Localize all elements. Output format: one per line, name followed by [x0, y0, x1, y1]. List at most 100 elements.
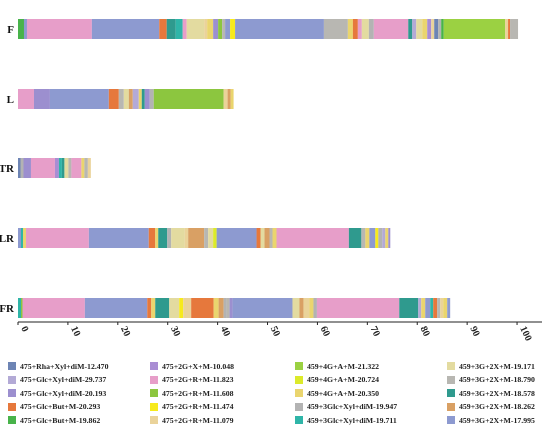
bar-segment-lr-7 [158, 228, 168, 248]
bar-segment-l-15 [230, 89, 234, 109]
bar-segment-f-0 [18, 19, 24, 39]
legend-swatch [447, 389, 455, 398]
bar-segment-l-1 [33, 89, 50, 109]
bar-segment-l-8 [138, 89, 142, 109]
bar-segment-tr-3 [30, 158, 55, 178]
bar-segment-fr-15 [229, 298, 233, 318]
legend-label: 475+Glc+But+M-19.862 [20, 415, 101, 425]
x-tick-label-0: 0 [18, 325, 30, 334]
bar-segment-fr-9 [183, 298, 192, 318]
bar-segment-fr-12 [218, 298, 224, 318]
legend-swatch [447, 362, 455, 371]
bar-segment-fr-4 [147, 298, 152, 318]
bar-segment-f-4 [159, 19, 167, 39]
bar-segment-f-22 [368, 19, 374, 39]
bar-segment-f-5 [166, 19, 176, 39]
bar-segment-fr-31 [443, 298, 448, 318]
bar-segment-fr-23 [399, 298, 419, 318]
bar-segment-f-29 [431, 19, 435, 39]
legend-swatch [150, 402, 158, 411]
bar-segment-fr-3 [84, 298, 148, 318]
bar-segment-fr-29 [437, 298, 441, 318]
x-tick-label-10: 10 [68, 325, 82, 339]
bar-segment-f-24 [408, 19, 413, 39]
bar-segment-l-10 [144, 89, 150, 109]
legend-label: 475+Glc+But+M-20.293 [20, 402, 101, 412]
bar-segment-f-35 [508, 19, 511, 39]
bar-segment-f-9 [204, 19, 208, 39]
bar-segment-f-3 [91, 19, 160, 39]
bar-segment-f-36 [510, 19, 519, 39]
legend-swatch [8, 375, 16, 384]
legend-swatch [8, 362, 16, 371]
legend-item: 475+Glc+But+M-20.293 [8, 401, 150, 414]
bar-segment-tr-10 [81, 158, 85, 178]
bar-segment-lr-10 [184, 228, 189, 248]
bar-segment-tr-5 [58, 158, 62, 178]
legend-item: 475+2G+R+M-11.823 [150, 374, 295, 387]
legend-label: 459+3Glc+Xyl+diM-19.711 [307, 415, 397, 425]
bar-segment-fr-7 [169, 298, 180, 318]
bar-segment-fr-24 [418, 298, 422, 318]
bar-segment-fr-13 [223, 298, 227, 318]
bar-segment-lr-3 [25, 228, 89, 248]
category-label-tr: TR [0, 163, 15, 175]
bar-segment-l-0 [18, 89, 34, 109]
legend-item: 475+Glc+Xyl+diM-20.193 [8, 387, 150, 400]
bar-segment-lr-14 [213, 228, 217, 248]
legend-item: 459+3G+2X+M-18.578 [447, 387, 547, 400]
bar-segment-lr-0 [18, 228, 21, 248]
bar-segment-tr-2 [23, 158, 31, 178]
bar-segment-l-4 [118, 89, 124, 109]
bar-segment-f-17 [323, 19, 348, 39]
bar-segment-tr-0 [18, 158, 21, 178]
x-tick-label-20: 20 [118, 325, 132, 339]
bar-segment-lr-9 [171, 228, 185, 248]
legend-swatch [150, 389, 158, 398]
bar-segment-l-12 [153, 89, 224, 109]
bar-segment-fr-21 [313, 298, 317, 318]
bar-segment-fr-16 [232, 298, 293, 318]
category-label-f: F [7, 24, 14, 36]
legend-item: 475+Glc+But+M-19.862 [8, 414, 150, 427]
legend-grid: 475+Rha+Xyl+diM-12.470 475+2G+X+M-10.048 4… [8, 360, 548, 427]
bar-segment-f-25 [412, 19, 417, 39]
legend-label: 475+2G+R+M-11.608 [162, 388, 234, 398]
legend-label: 475+2G+R+M-11.823 [162, 375, 234, 385]
bar-segment-fr-2 [22, 298, 85, 318]
legend-item: 459+3Glc+Xyl+diM-19.711 [295, 414, 447, 427]
bar-segment-l-9 [141, 89, 145, 109]
legend-label: 459+3Glc+Xyl+diM-19.947 [307, 402, 398, 412]
bar-segment-lr-13 [208, 228, 214, 248]
bar-segment-lr-16 [256, 228, 261, 248]
legend-swatch [295, 362, 303, 371]
category-labels: F L TR LR FR [0, 24, 15, 315]
bar-segment-f-34 [505, 19, 509, 39]
legend-swatch [295, 402, 303, 411]
legend-item: 459+4G+A+M-20.350 [295, 387, 447, 400]
bar-segment-lr-8 [167, 228, 172, 248]
category-label-lr: LR [0, 233, 15, 245]
bar-segment-l-6 [128, 89, 133, 109]
bar-segment-fr-6 [155, 298, 170, 318]
bar-segment-fr-20 [309, 298, 314, 318]
bar-segment-l-7 [132, 89, 139, 109]
legend-swatch [295, 416, 303, 425]
bar-segment-lr-24 [365, 228, 370, 248]
legend-label: 459+4G+A+M-20.724 [307, 375, 380, 385]
legend-item: 475+2G+R+M-11.608 [150, 387, 295, 400]
bar-segment-f-11 [213, 19, 219, 39]
bar-segment-lr-22 [348, 228, 362, 248]
bar-segment-fr-32 [447, 298, 451, 318]
bar-segment-fr-10 [191, 298, 214, 318]
legend-label: 459+3G+2X+M-18.790 [459, 375, 535, 385]
bar-segment-fr-5 [151, 298, 156, 318]
bar-segment-f-7 [182, 19, 187, 39]
bar-segment-f-2 [26, 19, 92, 39]
bar-segment-lr-6 [155, 228, 159, 248]
bar-segment-l-14 [227, 89, 231, 109]
bar-segment-f-32 [441, 19, 444, 39]
legend-item: 475+Glc+Xyl+diM-29.737 [8, 374, 150, 387]
x-tick-label-60: 60 [318, 325, 332, 339]
bar-segment-lr-27 [378, 228, 383, 248]
